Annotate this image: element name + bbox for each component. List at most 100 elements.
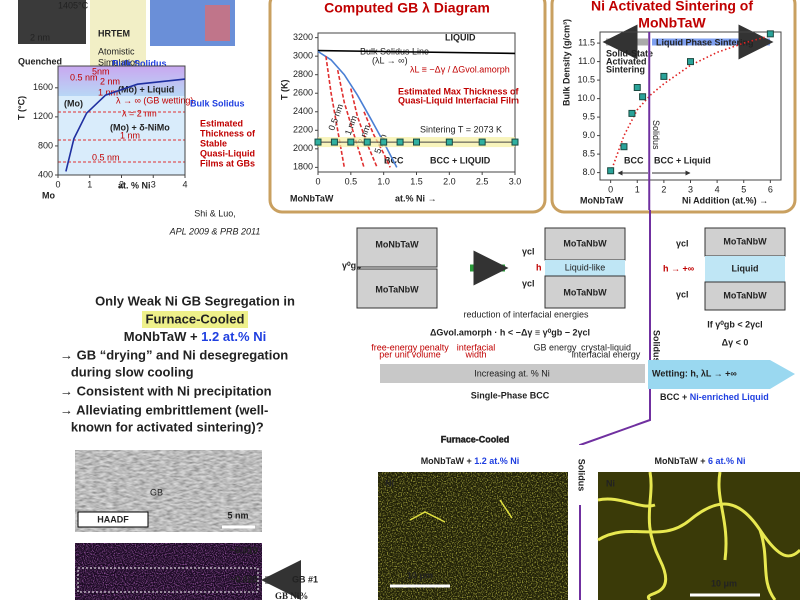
grain: [544, 227, 626, 261]
annotation: crystal-liquid: [581, 342, 631, 352]
origin-label: Mo: [42, 190, 55, 200]
sintering-point: [511, 138, 519, 146]
liquid-layer: [705, 256, 785, 282]
heading: Only Weak Ni GB Segregation in: [95, 293, 295, 308]
region-label: Activated: [606, 56, 647, 66]
data-point: [639, 93, 647, 101]
increasing-bar: [380, 364, 645, 383]
annotation: Estimated Max Thickness of: [398, 86, 520, 96]
element-label: Ni: [606, 478, 615, 488]
series-line: [65, 78, 186, 172]
bullet: → Alleviating embrittlement (well-: [60, 402, 268, 417]
image-label: HAADF: [97, 514, 129, 524]
y-tick-label: 1200: [33, 111, 53, 121]
thickness-label: 0.5 nm: [92, 152, 120, 162]
phase-label: BCC + Ni-enriched Liquid: [660, 392, 769, 402]
x-tick-label: 0: [608, 184, 613, 194]
map-value: ~0.019: [230, 545, 258, 555]
y-tick-label: 3200: [293, 32, 313, 42]
condition: If γ⁰gb < 2γcl: [707, 319, 762, 329]
heading: Furnace-Cooled: [146, 311, 245, 326]
region-label: Solid-State: [606, 48, 653, 58]
annotation: Quasi-Liquid Interfacial Film: [398, 95, 519, 105]
sim-label: Atomistic: [98, 46, 135, 56]
x-tick-label: 4: [182, 179, 187, 189]
y-tick-label: 10.5: [577, 74, 595, 84]
annotation: interfacial energy: [572, 349, 641, 359]
y-tick-label: 800: [38, 140, 53, 150]
grain: [704, 227, 786, 257]
x-tick-label: 2: [119, 179, 124, 189]
heading: 6 at.% Ni: [708, 456, 746, 466]
heading: Furnace-Cooled: [441, 434, 510, 444]
x-tick-label: 1.5: [410, 176, 423, 186]
scale-label: 10 μm: [711, 578, 737, 588]
hrtem-label: HRTEM: [98, 28, 130, 38]
sintering-point: [380, 138, 388, 146]
liquid-layer: [545, 260, 625, 276]
grain-label: MoTaNbW: [723, 290, 767, 300]
grain: [356, 268, 438, 309]
data-point: [660, 72, 668, 80]
x-tick-label: 3: [151, 179, 156, 189]
annotation: per unit volume: [379, 349, 441, 359]
solidus-label: Solidus: [651, 120, 661, 150]
x-tick-label: 0.5: [345, 176, 358, 186]
citation: Shi & Luo,: [194, 208, 236, 218]
annotation: reduction of interfacial energies: [463, 309, 589, 319]
data-point: [607, 167, 615, 175]
sintering-point: [330, 138, 338, 146]
x-axis-label: at.% Ni →: [395, 193, 437, 203]
y-tick-label: 1800: [293, 162, 313, 172]
thickness-label: 1 nm: [120, 130, 140, 140]
sim-label: Simulation: [98, 57, 140, 67]
sintering-point: [478, 138, 486, 146]
annotation: free-energy penalty: [371, 342, 449, 352]
highlight: [142, 311, 248, 328]
width-label: h: [536, 262, 542, 272]
chart-title: Computed GB λ Diagram: [324, 0, 490, 16]
annotation: width: [464, 349, 486, 359]
y-tick-label: 8.5: [582, 148, 595, 158]
gb-region: [77, 567, 259, 593]
solidus-divider: [579, 210, 651, 600]
condition: Δγ < 0: [722, 337, 749, 347]
grain: [704, 281, 786, 311]
estimate-label: Estimated Thickness of Stable Quasi-Liqu…: [200, 118, 256, 168]
chart-title: Ni Activated Sintering of: [591, 0, 753, 14]
bullet: known for activated sintering)?: [60, 419, 264, 434]
x-tick-label: 0: [55, 179, 60, 189]
data-point: [628, 109, 636, 117]
annotation: GB energy: [533, 342, 577, 352]
x-tick-label: 3: [688, 184, 693, 194]
sintering-point: [363, 138, 371, 146]
bullet: during slow cooling: [60, 364, 194, 379]
x-tick-label: 2.0: [443, 176, 456, 186]
region-label: (Mo) + Liquid: [118, 84, 174, 94]
thickness-label: 2 nm: [100, 76, 120, 86]
estimate-line: Films at GBs: [200, 158, 255, 168]
grain-label: MoTaNbW: [563, 238, 607, 248]
solidus-label: Solidus: [652, 330, 662, 363]
series-line: [363, 111, 391, 168]
y-tick-label: 2200: [293, 125, 313, 135]
heading: 1.2 at.% Ni: [201, 329, 266, 344]
energy-label: γcl: [676, 238, 689, 248]
gb-energy-label: γ⁰gb: [342, 260, 362, 270]
sintering-point: [445, 138, 453, 146]
series-line: [325, 56, 346, 168]
gb-label: GB #1: [292, 574, 318, 584]
scale-label: 2 nm: [30, 32, 50, 42]
x-tick-label: 1: [635, 184, 640, 194]
phase-label: Ni-enriched Liquid: [690, 392, 769, 402]
heading: MoNbTaW +: [654, 456, 708, 466]
wetting-label: Wetting: h, λL → +∞: [652, 368, 737, 378]
thickness-label: 5nm: [92, 66, 110, 76]
y-tick-label: 400: [38, 169, 53, 179]
gb-label: GB: [150, 487, 163, 497]
formula: λL ≡ −Δγ / ΔGvol.amorph: [410, 64, 510, 74]
y-tick-label: 2600: [293, 88, 313, 98]
sintering-point: [413, 138, 420, 146]
grain-label: MoNbTaW: [375, 239, 419, 249]
series-line: [317, 49, 516, 55]
